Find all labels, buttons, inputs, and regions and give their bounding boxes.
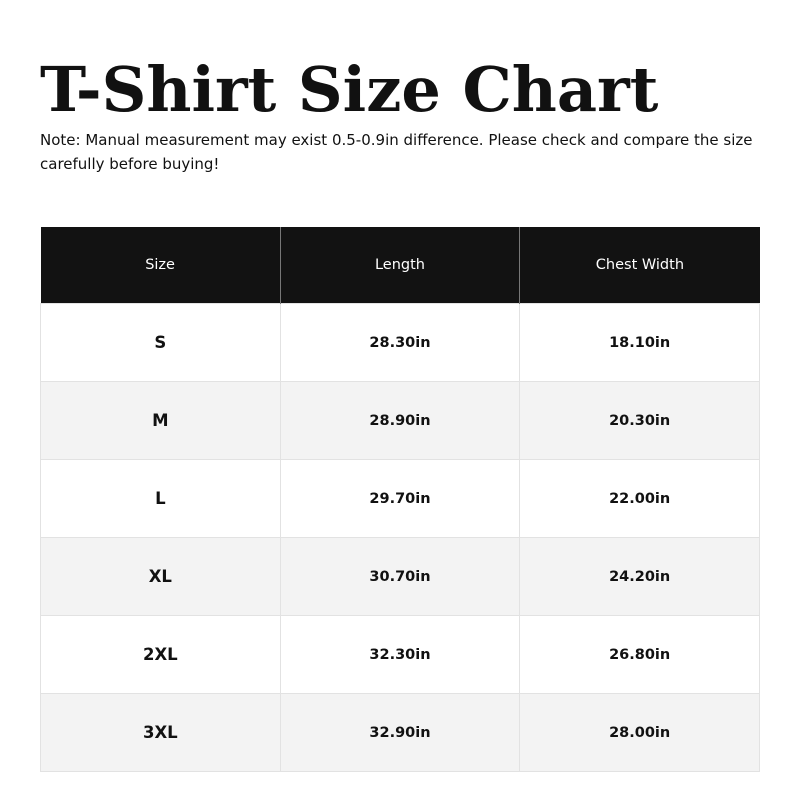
length-cell: 32.30in: [279, 615, 521, 694]
chest-width-cell: 24.20in: [519, 537, 760, 616]
size-chart-table: Size Length Chest Width S 28.30in 18.10in M…: [40, 227, 760, 772]
length-cell: 29.70in: [279, 459, 521, 538]
chest-width-cell: 20.30in: [519, 381, 760, 460]
header-size: Size: [40, 227, 281, 304]
length-cell: 28.90in: [279, 381, 521, 460]
size-cell: M: [40, 381, 281, 460]
header-length: Length: [280, 227, 521, 304]
table-row: XL 30.70in 24.20in: [40, 537, 760, 616]
size-cell: 2XL: [40, 615, 281, 694]
measurement-note: Note: Manual measurement may exist 0.5-0…: [40, 131, 753, 173]
table-row: M 28.90in 20.30in: [40, 381, 760, 460]
table-row: 2XL 32.30in 26.80in: [40, 615, 760, 694]
table-row: 3XL 32.90in 28.00in: [40, 693, 760, 772]
header-chest-width: Chest Width: [519, 227, 760, 304]
length-cell: 28.30in: [279, 303, 521, 382]
chest-width-cell: 22.00in: [519, 459, 760, 538]
table-row: L 29.70in 22.00in: [40, 459, 760, 538]
size-cell: S: [40, 303, 281, 382]
size-cell: L: [40, 459, 281, 538]
table-header-row: Size Length Chest Width: [40, 227, 760, 304]
size-cell: XL: [40, 537, 281, 616]
chest-width-cell: 18.10in: [519, 303, 760, 382]
size-cell: 3XL: [40, 693, 281, 772]
length-cell: 30.70in: [279, 537, 521, 616]
length-cell: 32.90in: [279, 693, 521, 772]
table-row: S 28.30in 18.10in: [40, 303, 760, 382]
page-title: T-Shirt Size Chart: [40, 53, 659, 126]
chest-width-cell: 28.00in: [519, 693, 760, 772]
chest-width-cell: 26.80in: [519, 615, 760, 694]
